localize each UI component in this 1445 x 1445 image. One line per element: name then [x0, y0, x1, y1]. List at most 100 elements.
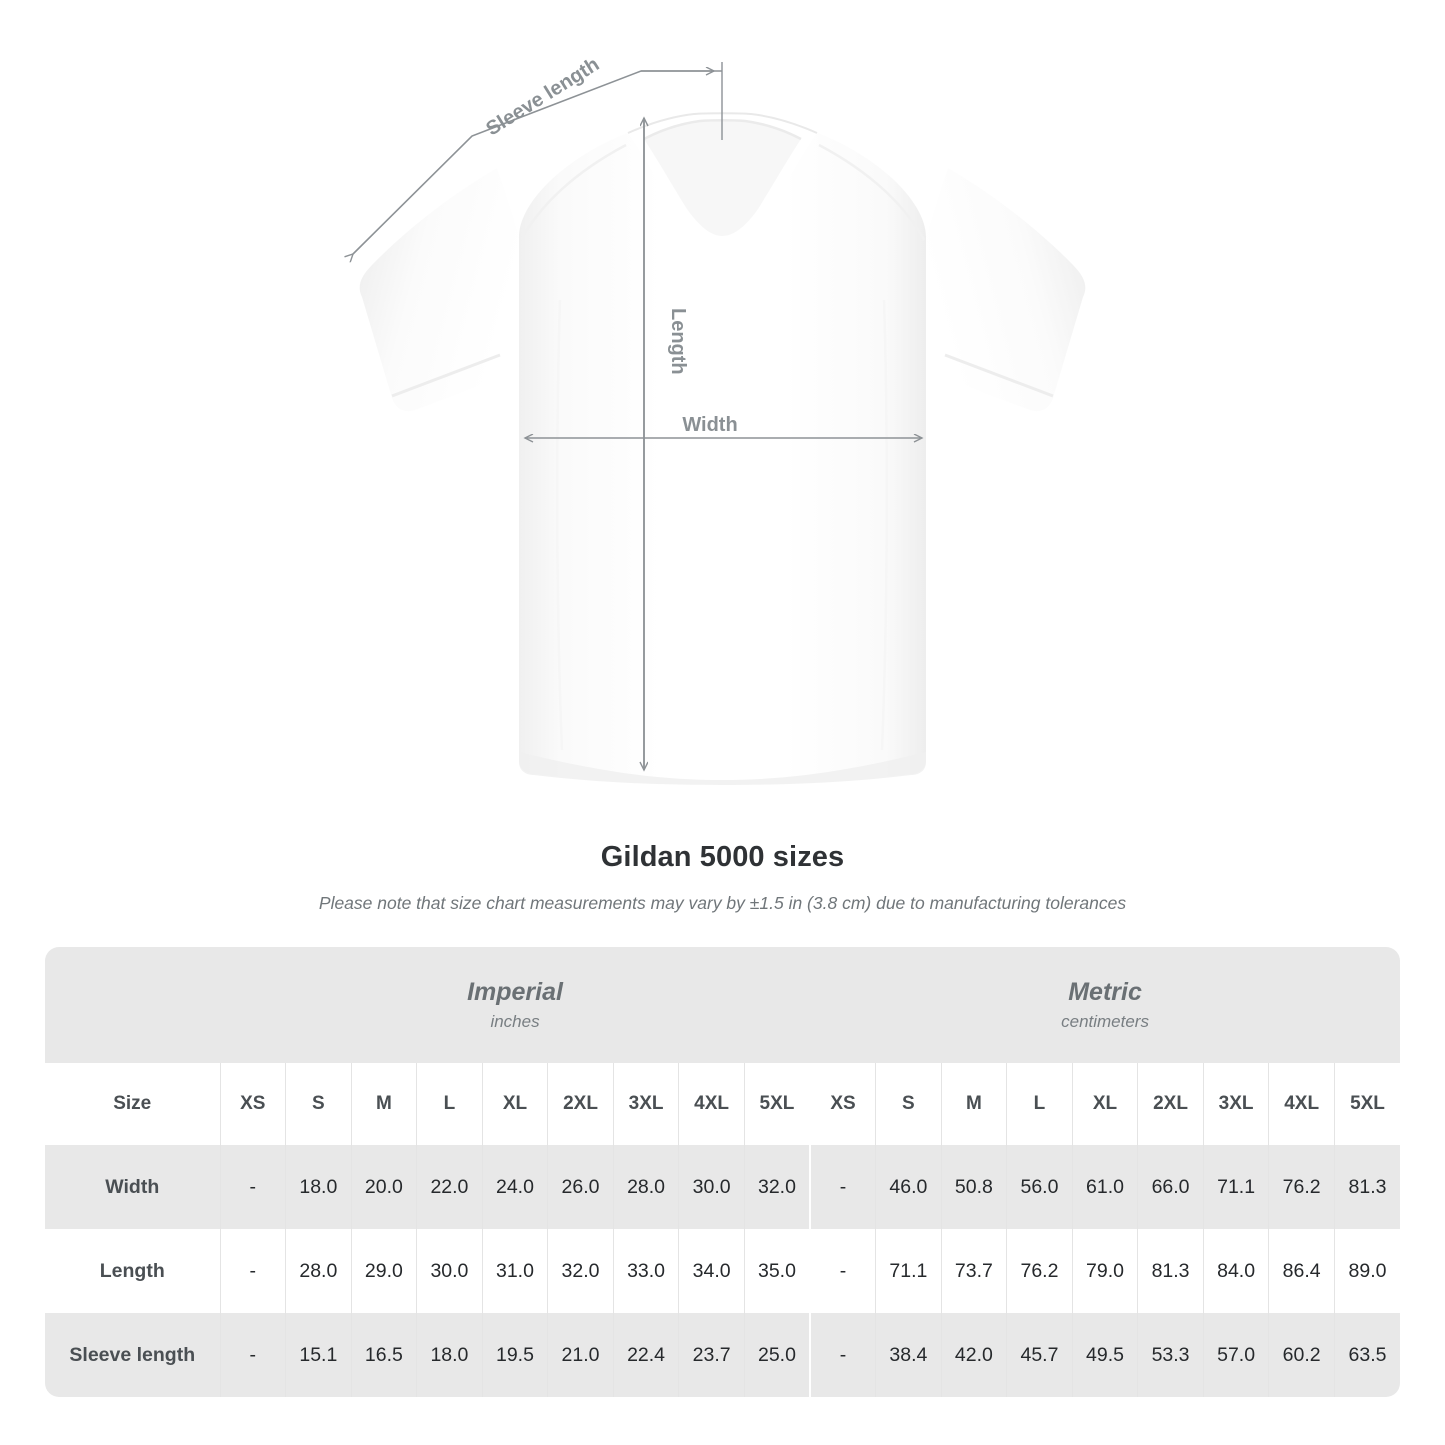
right-sleeve-hem [944, 353, 1054, 398]
size-column-header-imperial-xl: XL [481, 1063, 548, 1145]
cell-sleeve-length-imperial-xl: 19.5 [481, 1313, 548, 1397]
size-column-header-imperial-4xl: 4XL [678, 1063, 745, 1145]
cell-sleeve-length-metric-m: 42.0 [940, 1313, 1007, 1397]
cell-width-metric-5xl: 81.3 [1333, 1145, 1401, 1229]
tolerance-note: Please note that size chart measurements… [318, 893, 1127, 913]
table-row: Length -28.0 29.0 30.0 31.0 32.0 33.0 34.0 35.0-… [45, 1229, 1401, 1313]
size-column-header-metric-5xl: 5XL [1333, 1063, 1401, 1145]
size-column-header-imperial-5xl: 5XL [743, 1063, 811, 1145]
cell-sleeve-length-metric-l: 45.7 [1006, 1313, 1073, 1397]
cell-sleeve-length-imperial-xs: - [219, 1313, 286, 1397]
cell-sleeve-length-metric-3xl: 57.0 [1202, 1313, 1269, 1397]
tshirt-diagram: Sleeve length Length Width [0, 53, 1086, 785]
cell-width-metric-s: 46.0 [875, 1145, 942, 1229]
title-block: Gildan 5000 sizes Please note that size … [0, 840, 1445, 914]
size-header-row: Size XS S M L XL 2XL 3XL 4XL 5XL XS S M L XL 2XL 3XL 4XL 5… [45, 1063, 1401, 1145]
cell-sleeve-length-imperial-s: 15.1 [285, 1313, 352, 1397]
cell-length-imperial-xs: - [219, 1229, 286, 1313]
cell-sleeve-length-metric-4xl: 60.2 [1268, 1313, 1335, 1397]
tshirt-measurement-figure: Sleeve length Length Width [0, 53, 1086, 785]
cell-width-imperial-s: 18.0 [285, 1145, 352, 1229]
cell-length-metric-4xl: 86.4 [1268, 1229, 1335, 1313]
cell-width-metric-4xl: 76.2 [1268, 1145, 1335, 1229]
row-label-width: Width [45, 1145, 220, 1229]
cell-width-imperial-xs: - [219, 1145, 286, 1229]
cell-length-metric-s: 71.1 [875, 1229, 942, 1313]
cell-sleeve-length-metric-2xl: 53.3 [1137, 1313, 1204, 1397]
cell-width-metric-m: 50.8 [940, 1145, 1007, 1229]
left-sleeve [359, 168, 520, 412]
left-shoulder-seam [519, 143, 627, 241]
cell-sleeve-length-imperial-5xl: 25.0 [743, 1313, 811, 1397]
unit-group-sub: centimeters [1061, 1011, 1149, 1031]
size-header-label: Size [45, 1063, 220, 1145]
cell-sleeve-length-metric-xs: - [809, 1313, 876, 1397]
cell-width-imperial-4xl: 30.0 [678, 1145, 745, 1229]
cell-length-metric-5xl: 89.0 [1333, 1229, 1401, 1313]
cell-width-metric-3xl: 71.1 [1202, 1145, 1269, 1229]
row-label-length: Length [45, 1229, 220, 1313]
size-column-header-imperial-2xl: 2XL [547, 1063, 614, 1145]
cell-sleeve-length-metric-xl: 49.5 [1071, 1313, 1138, 1397]
cell-width-metric-xl: 61.0 [1071, 1145, 1138, 1229]
size-chart-table: Imperial inches Metric centimeters Size XS S M L… [45, 947, 1401, 1397]
size-column-header-metric-2xl: 2XL [1137, 1063, 1204, 1145]
cell-sleeve-length-imperial-3xl: 22.4 [612, 1313, 679, 1397]
row-label-sleeve-length: Sleeve length [45, 1313, 220, 1397]
unit-group-metric: Metric centimeters [810, 947, 1401, 1063]
hem-shadow [519, 752, 926, 785]
cell-width-metric-xs: - [809, 1145, 876, 1229]
cell-length-metric-2xl: 81.3 [1137, 1229, 1204, 1313]
cell-width-imperial-xl: 24.0 [481, 1145, 548, 1229]
size-column-header-metric-s: S [875, 1063, 942, 1145]
collar-inner [644, 120, 801, 236]
size-column-header-metric-m: M [940, 1063, 1007, 1145]
cell-length-imperial-4xl: 34.0 [678, 1229, 745, 1313]
measurement-annotations [353, 62, 922, 770]
cell-sleeve-length-imperial-4xl: 23.7 [678, 1313, 745, 1397]
cell-sleeve-length-imperial-l: 18.0 [416, 1313, 483, 1397]
cell-length-imperial-s: 28.0 [285, 1229, 352, 1313]
right-shoulder-seam [818, 143, 926, 241]
unit-group-imperial: Imperial inches [220, 947, 811, 1063]
cell-width-imperial-m: 20.0 [350, 1145, 417, 1229]
size-column-header-metric-l: L [1006, 1063, 1073, 1145]
cell-width-imperial-3xl: 28.0 [612, 1145, 679, 1229]
size-column-header-imperial-xs: XS [219, 1063, 286, 1145]
cell-sleeve-length-metric-5xl: 63.5 [1333, 1313, 1401, 1397]
cell-length-imperial-3xl: 33.0 [612, 1229, 679, 1313]
left-sleeve-hem [391, 353, 501, 398]
size-column-header-imperial-s: S [285, 1063, 352, 1145]
cell-length-metric-m: 73.7 [940, 1229, 1007, 1313]
fabric-fold-right [880, 299, 889, 751]
size-column-header-imperial-m: M [350, 1063, 417, 1145]
cell-length-imperial-l: 30.0 [416, 1229, 483, 1313]
unit-group-name: Metric [1068, 977, 1142, 1006]
cell-length-imperial-5xl: 35.0 [743, 1229, 811, 1313]
unit-group-sub: inches [490, 1011, 540, 1031]
cell-sleeve-length-imperial-m: 16.5 [350, 1313, 417, 1397]
cell-width-imperial-2xl: 26.0 [547, 1145, 614, 1229]
cell-length-imperial-m: 29.0 [350, 1229, 417, 1313]
table-row: Sleeve length -15.1 16.5 18.0 19.5 21.0 22.4 23… [45, 1313, 1401, 1397]
size-column-header-metric-4xl: 4XL [1268, 1063, 1335, 1145]
cell-length-metric-3xl: 84.0 [1202, 1229, 1269, 1313]
tshirt-illustration [359, 112, 1086, 785]
cell-width-imperial-l: 22.0 [416, 1145, 483, 1229]
size-column-header-imperial-3xl: 3XL [612, 1063, 679, 1145]
size-column-header-metric-3xl: 3XL [1202, 1063, 1269, 1145]
cell-sleeve-length-imperial-2xl: 21.0 [547, 1313, 614, 1397]
width-label: Width [682, 414, 737, 436]
cell-width-imperial-5xl: 32.0 [743, 1145, 811, 1229]
page-title: Gildan 5000 sizes [600, 841, 845, 873]
sleeve-length-label: Sleeve length [482, 53, 603, 140]
table-row: Width -18.0 20.0 22.0 24.0 26.0 28.0 30.0 32.0-4… [45, 1145, 1401, 1229]
unit-group-name: Imperial [467, 977, 563, 1006]
cell-length-metric-xs: - [809, 1229, 876, 1313]
cell-length-imperial-xl: 31.0 [481, 1229, 548, 1313]
size-column-header-metric-xl: XL [1071, 1063, 1138, 1145]
cell-length-imperial-2xl: 32.0 [547, 1229, 614, 1313]
cell-length-metric-l: 76.2 [1006, 1229, 1073, 1313]
unit-row-spacer [45, 947, 220, 1063]
cell-sleeve-length-metric-s: 38.4 [875, 1313, 942, 1397]
